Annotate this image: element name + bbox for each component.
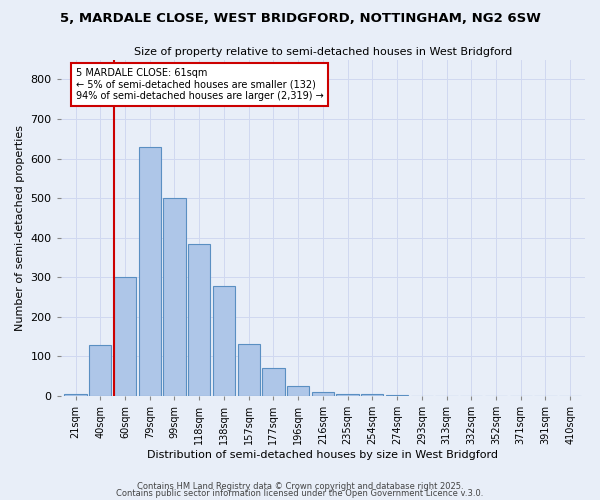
- Y-axis label: Number of semi-detached properties: Number of semi-detached properties: [15, 125, 25, 331]
- Bar: [312, 392, 334, 396]
- Bar: [139, 146, 161, 396]
- Bar: [89, 346, 112, 396]
- Bar: [361, 394, 383, 396]
- Title: Size of property relative to semi-detached houses in West Bridgford: Size of property relative to semi-detach…: [134, 48, 512, 58]
- Bar: [64, 394, 86, 396]
- Bar: [163, 198, 185, 396]
- Bar: [386, 395, 408, 396]
- Bar: [213, 286, 235, 396]
- Text: 5, MARDALE CLOSE, WEST BRIDGFORD, NOTTINGHAM, NG2 6SW: 5, MARDALE CLOSE, WEST BRIDGFORD, NOTTIN…: [59, 12, 541, 26]
- Bar: [287, 386, 309, 396]
- Bar: [337, 394, 359, 396]
- Text: 5 MARDALE CLOSE: 61sqm
← 5% of semi-detached houses are smaller (132)
94% of sem: 5 MARDALE CLOSE: 61sqm ← 5% of semi-deta…: [76, 68, 323, 101]
- Bar: [262, 368, 284, 396]
- X-axis label: Distribution of semi-detached houses by size in West Bridgford: Distribution of semi-detached houses by …: [148, 450, 499, 460]
- Text: Contains public sector information licensed under the Open Government Licence v.: Contains public sector information licen…: [116, 488, 484, 498]
- Bar: [238, 344, 260, 396]
- Text: Contains HM Land Registry data © Crown copyright and database right 2025.: Contains HM Land Registry data © Crown c…: [137, 482, 463, 491]
- Bar: [188, 244, 211, 396]
- Bar: [114, 278, 136, 396]
